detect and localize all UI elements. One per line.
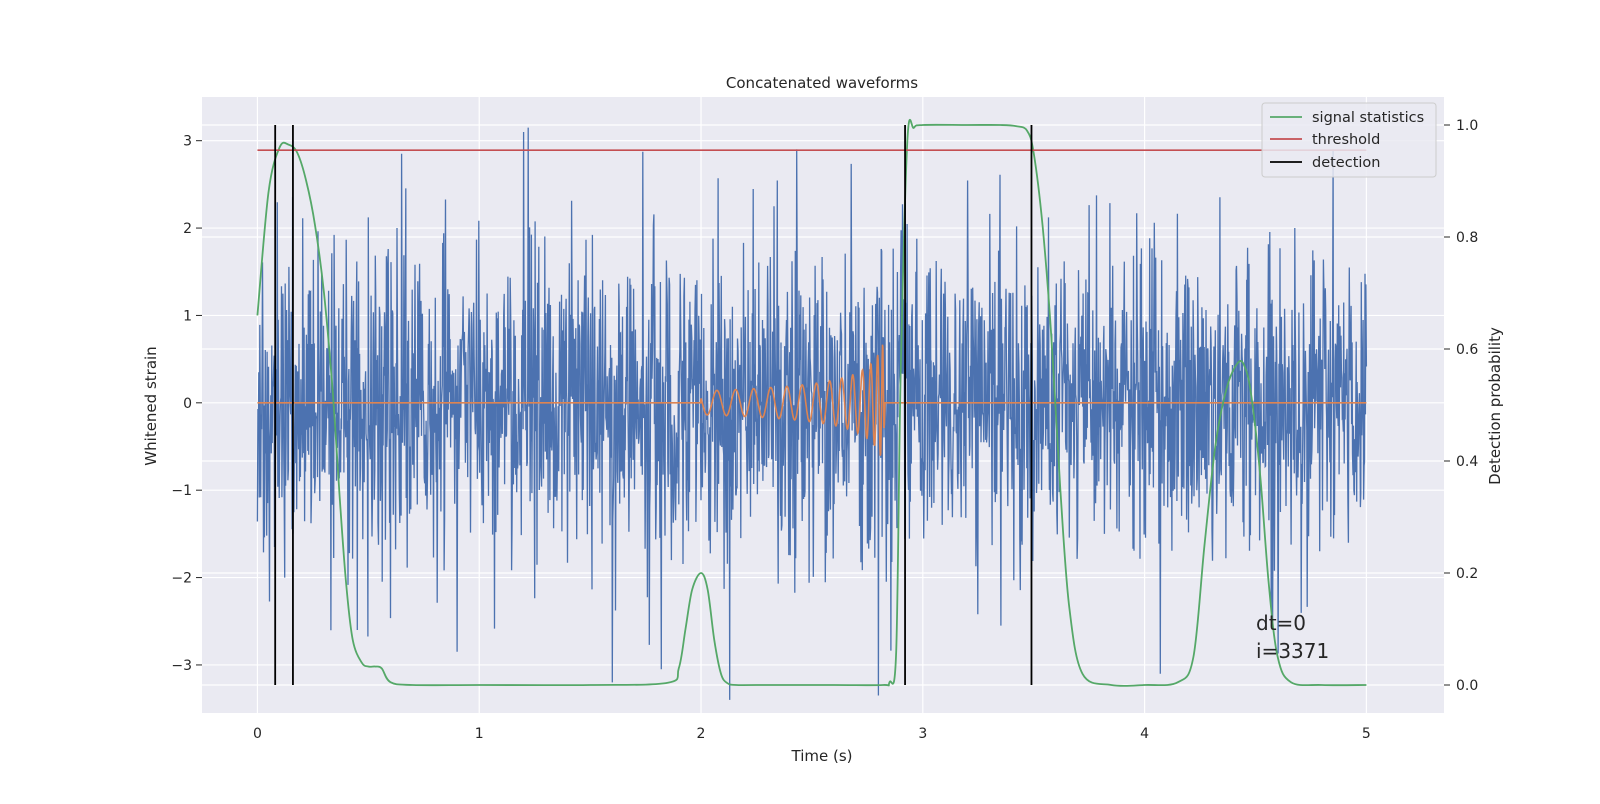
- noise-series-line: [256, 127, 1368, 700]
- annotation-dt: dt=0: [1256, 611, 1306, 635]
- x-tick-label: 3: [918, 726, 927, 742]
- y-axis-label-right: Detection probability: [1486, 327, 1504, 485]
- y-tick-label-right: 0.2: [1456, 566, 1478, 582]
- signal-statistics-line: [256, 118, 1367, 687]
- legend-box: [1261, 102, 1437, 178]
- legend-label-detection: detection: [1312, 155, 1380, 171]
- x-tick-label: 0: [253, 726, 262, 742]
- series-layer: [256, 118, 1368, 700]
- x-tick-label: 2: [697, 726, 706, 742]
- y-tick-label-left: −2: [171, 571, 192, 587]
- annotation-text: dt=0 i=3371: [1256, 611, 1329, 663]
- y-tick-label-right: 0.0: [1456, 678, 1478, 694]
- y-tick-label-right: 0.8: [1456, 230, 1478, 246]
- x-tick-label: 4: [1140, 726, 1149, 742]
- x-tick-label: 1: [475, 726, 484, 742]
- y-tick-label-left: −1: [171, 483, 192, 499]
- y-tick-label-right: 0.4: [1456, 454, 1478, 470]
- y-tick-label-left: −3: [171, 658, 192, 674]
- tick-labels: 0 1 2 3 4 5 −3 −2 −1 0 1 2 3 0.0 0.2 0.4 0.6 0.8 1.0: [171, 118, 1478, 742]
- legend: signal statistics threshold detection: [1261, 102, 1437, 178]
- x-tick-label: 5: [1362, 726, 1371, 742]
- chart-title: Concatenated waveforms: [726, 74, 918, 92]
- legend-label-signal-statistics: signal statistics: [1312, 110, 1424, 126]
- y-tick-label-left: 3: [183, 134, 192, 150]
- x-axis-label: Time (s): [791, 747, 853, 765]
- y-axis-label-left: Whitened strain: [142, 346, 160, 465]
- chirp-template-line: [257, 344, 1367, 456]
- y-tick-label-left: 2: [183, 221, 192, 237]
- annotation-index: i=3371: [1256, 639, 1329, 663]
- y-tick-label-right: 1.0: [1456, 118, 1478, 134]
- y-tick-label-right: 0.6: [1456, 342, 1478, 358]
- y-tick-label-left: 0: [183, 396, 192, 412]
- legend-label-threshold: threshold: [1312, 132, 1380, 148]
- y-tick-label-left: 1: [183, 308, 192, 324]
